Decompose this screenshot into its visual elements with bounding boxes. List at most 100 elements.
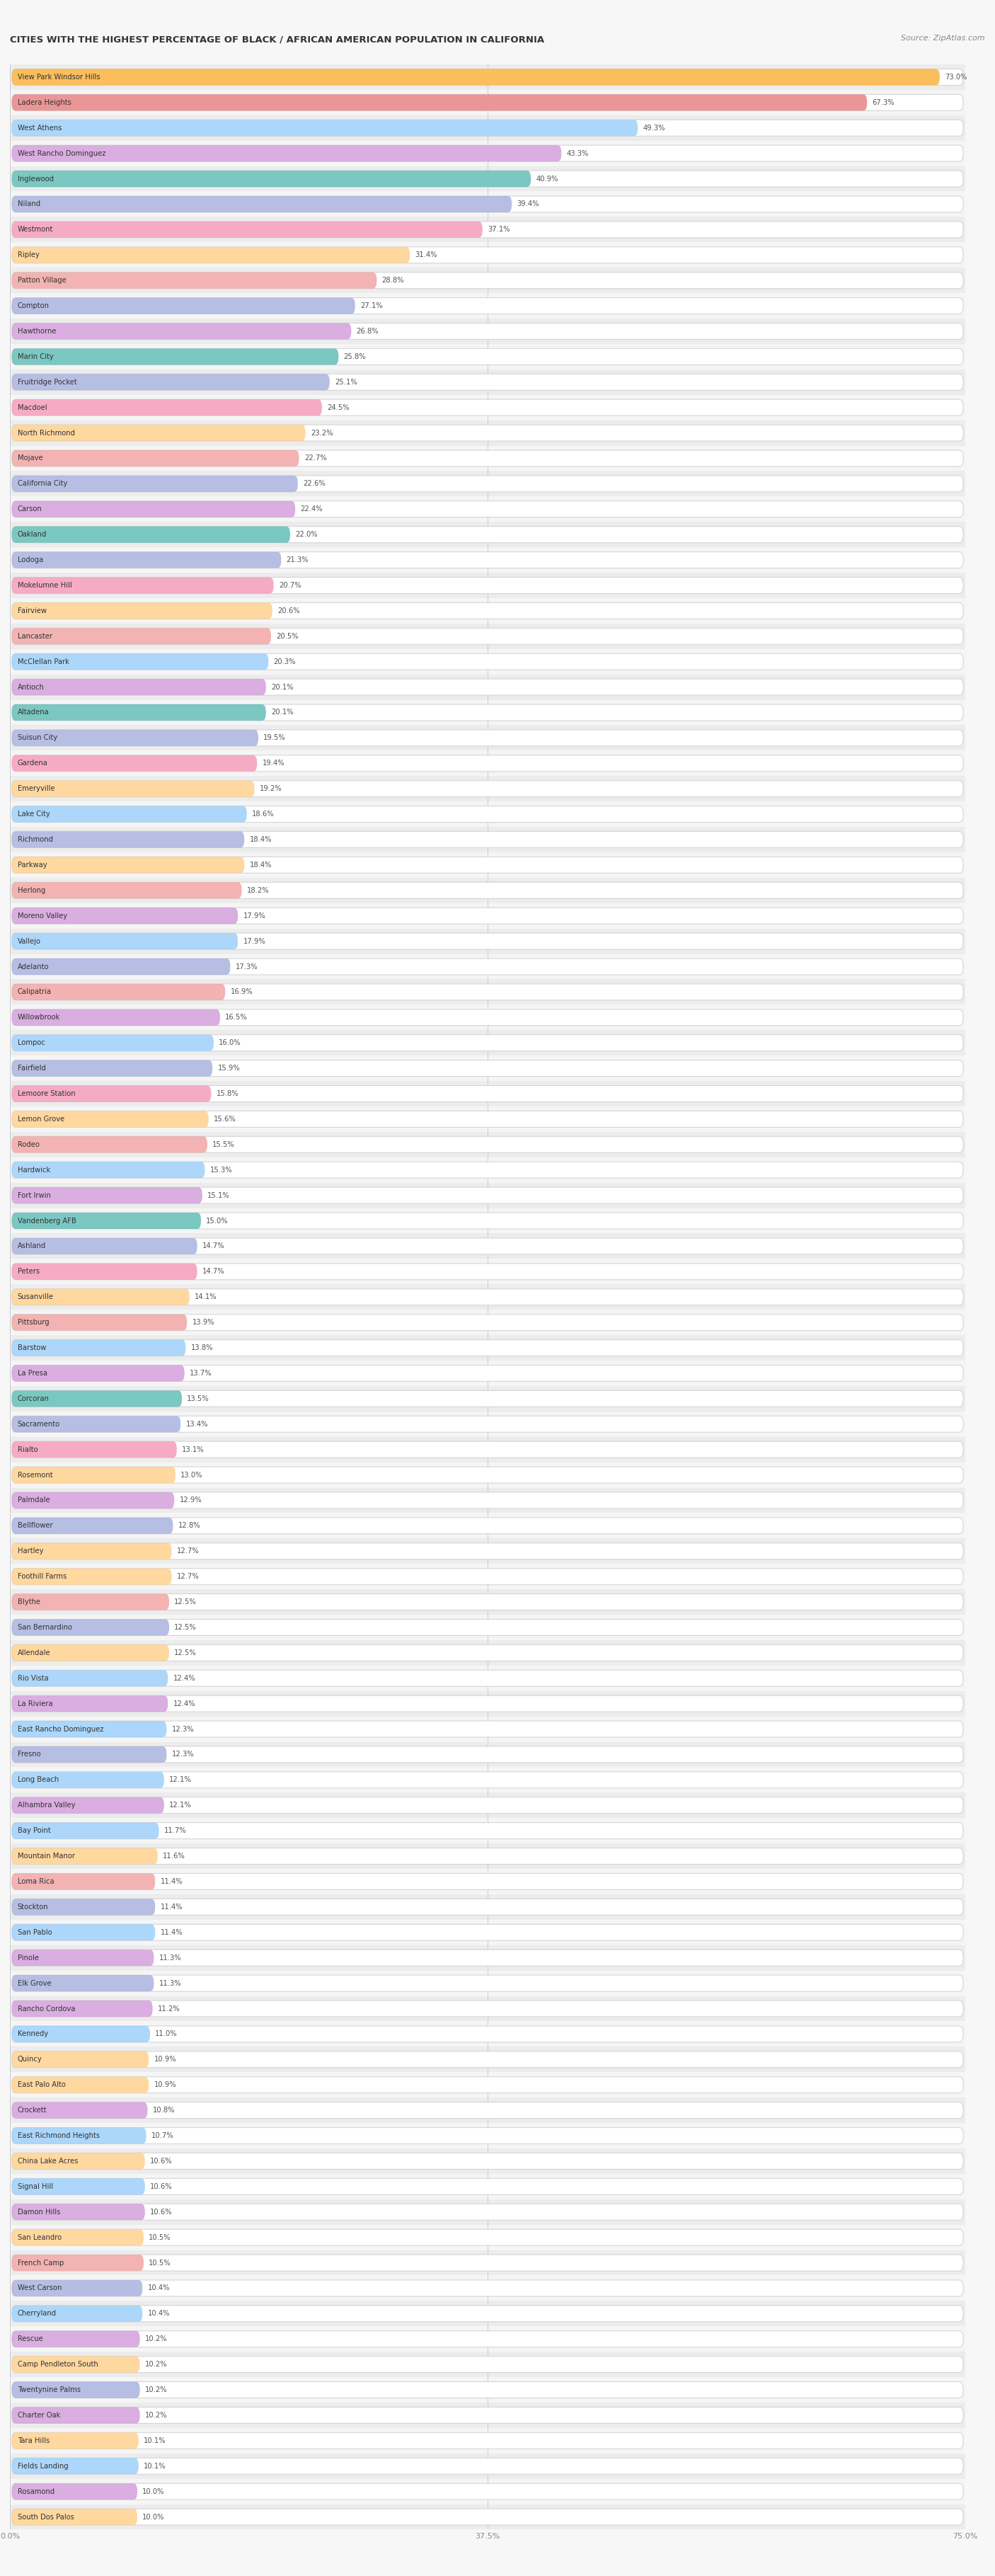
Text: 12.3%: 12.3% bbox=[172, 1726, 194, 1734]
Text: 12.7%: 12.7% bbox=[177, 1548, 199, 1556]
Bar bbox=[10, 2048, 965, 2071]
Text: Pittsburg: Pittsburg bbox=[18, 1319, 49, 1327]
Text: Cherryland: Cherryland bbox=[18, 2311, 57, 2318]
Text: Rodeo: Rodeo bbox=[18, 1141, 40, 1149]
Bar bbox=[10, 497, 965, 523]
Text: West Carson: West Carson bbox=[18, 2285, 62, 2293]
FancyBboxPatch shape bbox=[12, 1669, 168, 1687]
Bar bbox=[10, 1157, 965, 1182]
Text: Barstow: Barstow bbox=[18, 1345, 46, 1352]
FancyBboxPatch shape bbox=[12, 933, 238, 951]
Bar bbox=[10, 1437, 965, 1463]
FancyBboxPatch shape bbox=[12, 577, 963, 592]
FancyBboxPatch shape bbox=[12, 247, 410, 263]
Bar bbox=[10, 623, 965, 649]
Text: Tara Hills: Tara Hills bbox=[18, 2437, 50, 2445]
Bar bbox=[10, 2352, 965, 2378]
FancyBboxPatch shape bbox=[12, 1262, 197, 1280]
FancyBboxPatch shape bbox=[12, 806, 247, 822]
Text: 12.1%: 12.1% bbox=[169, 1777, 192, 1783]
FancyBboxPatch shape bbox=[12, 958, 230, 974]
FancyBboxPatch shape bbox=[12, 1747, 166, 1762]
Text: 10.8%: 10.8% bbox=[152, 2107, 175, 2115]
FancyBboxPatch shape bbox=[12, 1924, 963, 1940]
Text: 15.6%: 15.6% bbox=[214, 1115, 236, 1123]
Text: 12.9%: 12.9% bbox=[179, 1497, 202, 1504]
FancyBboxPatch shape bbox=[12, 1213, 201, 1229]
Text: Ladera Heights: Ladera Heights bbox=[18, 98, 72, 106]
Bar bbox=[10, 1005, 965, 1030]
Bar bbox=[10, 446, 965, 471]
FancyBboxPatch shape bbox=[12, 2383, 140, 2398]
Text: Rosemont: Rosemont bbox=[18, 1471, 53, 1479]
Text: West Rancho Dominguez: West Rancho Dominguez bbox=[18, 149, 105, 157]
Text: Loma Rica: Loma Rica bbox=[18, 1878, 54, 1886]
Text: Alhambra Valley: Alhambra Valley bbox=[18, 1801, 76, 1808]
Text: Damon Hills: Damon Hills bbox=[18, 2208, 61, 2215]
Text: 10.2%: 10.2% bbox=[145, 2385, 167, 2393]
FancyBboxPatch shape bbox=[12, 1162, 963, 1177]
Text: 11.0%: 11.0% bbox=[155, 2030, 177, 2038]
FancyBboxPatch shape bbox=[12, 2483, 137, 2499]
Bar bbox=[10, 216, 965, 242]
Text: 21.3%: 21.3% bbox=[287, 556, 308, 564]
Bar bbox=[10, 294, 965, 319]
FancyBboxPatch shape bbox=[12, 1239, 197, 1255]
Text: Adelanto: Adelanto bbox=[18, 963, 49, 971]
Text: Inglewood: Inglewood bbox=[18, 175, 54, 183]
Text: Altadena: Altadena bbox=[18, 708, 50, 716]
FancyBboxPatch shape bbox=[12, 1824, 159, 1839]
FancyBboxPatch shape bbox=[12, 121, 638, 137]
Bar bbox=[10, 1741, 965, 1767]
Text: Westmont: Westmont bbox=[18, 227, 54, 234]
Bar bbox=[10, 471, 965, 497]
FancyBboxPatch shape bbox=[12, 832, 245, 848]
FancyBboxPatch shape bbox=[12, 984, 225, 999]
FancyBboxPatch shape bbox=[12, 196, 511, 211]
Text: Peters: Peters bbox=[18, 1267, 40, 1275]
FancyBboxPatch shape bbox=[12, 2154, 963, 2169]
FancyBboxPatch shape bbox=[12, 2179, 145, 2195]
Text: 10.6%: 10.6% bbox=[150, 2208, 172, 2215]
Text: Rialto: Rialto bbox=[18, 1445, 38, 1453]
Bar bbox=[10, 90, 965, 116]
FancyBboxPatch shape bbox=[12, 399, 322, 415]
Bar bbox=[10, 2326, 965, 2352]
Text: 20.3%: 20.3% bbox=[274, 657, 296, 665]
FancyBboxPatch shape bbox=[12, 526, 291, 544]
FancyBboxPatch shape bbox=[12, 170, 963, 188]
FancyBboxPatch shape bbox=[12, 1569, 172, 1584]
Text: Macdoel: Macdoel bbox=[18, 404, 47, 412]
FancyBboxPatch shape bbox=[12, 1772, 164, 1788]
Text: Lancaster: Lancaster bbox=[18, 634, 53, 639]
Text: Lemoore Station: Lemoore Station bbox=[18, 1090, 76, 1097]
Text: Oakland: Oakland bbox=[18, 531, 47, 538]
Bar bbox=[10, 1589, 965, 1615]
FancyBboxPatch shape bbox=[12, 222, 963, 237]
Text: 12.5%: 12.5% bbox=[174, 1649, 197, 1656]
Text: 15.5%: 15.5% bbox=[213, 1141, 235, 1149]
Text: Allendale: Allendale bbox=[18, 1649, 51, 1656]
FancyBboxPatch shape bbox=[12, 2458, 138, 2473]
FancyBboxPatch shape bbox=[12, 70, 963, 85]
Bar bbox=[10, 750, 965, 775]
FancyBboxPatch shape bbox=[12, 2154, 145, 2169]
Text: Marin City: Marin City bbox=[18, 353, 54, 361]
FancyBboxPatch shape bbox=[12, 1136, 963, 1151]
FancyBboxPatch shape bbox=[12, 95, 867, 111]
FancyBboxPatch shape bbox=[12, 1824, 963, 1839]
FancyBboxPatch shape bbox=[12, 2102, 147, 2117]
Text: 19.2%: 19.2% bbox=[260, 786, 282, 793]
Bar bbox=[10, 953, 965, 979]
Bar bbox=[10, 2378, 965, 2403]
FancyBboxPatch shape bbox=[12, 1492, 963, 1510]
FancyBboxPatch shape bbox=[12, 729, 963, 747]
FancyBboxPatch shape bbox=[12, 1899, 155, 1914]
Text: Fields Landing: Fields Landing bbox=[18, 2463, 69, 2470]
FancyBboxPatch shape bbox=[12, 1950, 963, 1965]
Text: Lompoc: Lompoc bbox=[18, 1038, 45, 1046]
Text: 15.1%: 15.1% bbox=[207, 1193, 230, 1198]
Bar bbox=[10, 2123, 965, 2148]
Text: Camp Pendleton South: Camp Pendleton South bbox=[18, 2360, 99, 2367]
Text: 18.6%: 18.6% bbox=[252, 811, 275, 817]
